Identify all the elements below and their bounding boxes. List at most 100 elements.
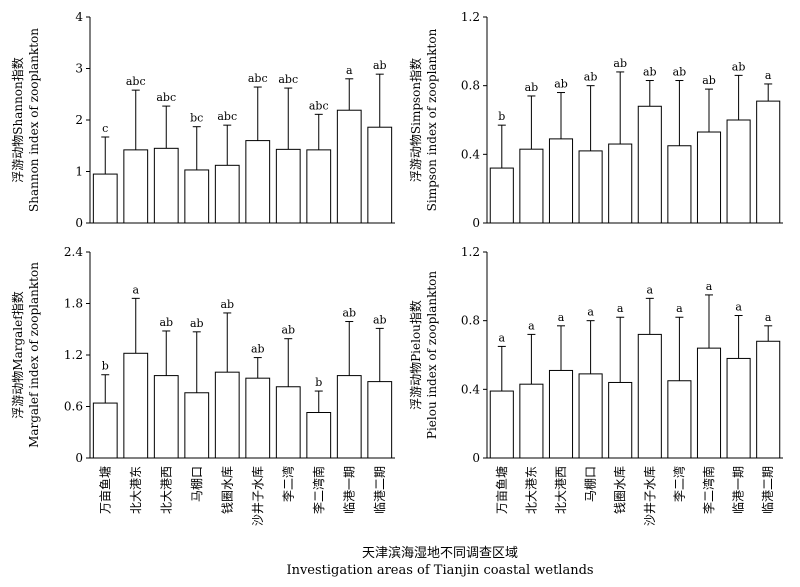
bar [275, 148, 301, 224]
y-tick-label: 0.4 [461, 147, 480, 161]
y-axis-title-cn: 浮游动物Margalef指数 [10, 291, 25, 418]
category-label: 万亩鱼塘 [494, 466, 509, 514]
category-label: 李二湾 [671, 466, 686, 502]
bar [696, 347, 722, 459]
category-label: 临港一期 [342, 466, 356, 514]
significance-label: ab [554, 78, 568, 91]
significance-label: a [706, 280, 713, 293]
category-label: 沙井子水库 [642, 466, 657, 526]
y-axis-title-en: Shannon index of zooplankton [27, 28, 41, 212]
category-label: 万亩鱼塘 [97, 466, 112, 514]
category-label: 沙井子水库 [250, 466, 265, 526]
significance-label: ab [373, 313, 387, 326]
significance-label: ab [702, 74, 716, 87]
significance-label: a [558, 311, 565, 324]
significance-label: b [315, 376, 322, 389]
bar [667, 145, 692, 224]
category-label: 李二湾南 [311, 466, 326, 514]
y-tick-label: 1.8 [64, 297, 83, 311]
y-tick-label: 0 [472, 216, 480, 230]
chart-panel-4: 0 0.4 0.8 1.2 a 万亩鱼塘 a 北大港东 a 北大港西 a 马棚口 a 钱圈水库 a 沙井子水库… [408, 245, 783, 526]
bar [92, 173, 118, 224]
bar [306, 149, 332, 224]
significance-label: a [499, 331, 506, 344]
bar [548, 138, 574, 224]
bar [489, 167, 514, 224]
significance-label: b [498, 110, 505, 123]
chart-panel-3: 0 0.6 1.2 1.8 2.4 b 万亩鱼塘 a 北大港东 ab 北大港西 ab 马棚口 ab 钱圈水库… [10, 245, 395, 526]
bar [245, 377, 271, 459]
significance-label: a [617, 302, 624, 315]
y-axis-title-cn: 浮游动物Simpson指数 [408, 58, 423, 182]
bar [306, 412, 332, 459]
significance-label: a [132, 283, 139, 296]
y-tick-label: 1.2 [64, 348, 83, 362]
significance-label: ab [673, 66, 687, 79]
bar [367, 126, 393, 224]
y-axis-title-cn: 浮游动物Shannon指数 [10, 57, 25, 183]
significance-label: bc [190, 112, 203, 125]
x-axis-title-en: Investigation areas of Tianjin coastal w… [286, 563, 593, 578]
bar [726, 357, 751, 459]
significance-label: ab [281, 324, 295, 337]
significance-label: ab [732, 60, 746, 73]
significance-label: a [647, 283, 654, 296]
significance-label: ab [190, 317, 204, 330]
significance-label: a [587, 306, 594, 319]
bar [667, 380, 692, 459]
significance-label: ab [251, 343, 265, 356]
category-label: 马棚口 [583, 466, 598, 502]
significance-label: abc [248, 72, 268, 85]
significance-label: a [735, 301, 742, 314]
category-label: 北大港西 [554, 466, 568, 514]
bar [214, 164, 240, 224]
bar [756, 340, 781, 459]
y-axis-title-en: Simpson index of zooplankton [425, 28, 439, 211]
bar [578, 150, 603, 224]
bar [489, 390, 514, 459]
significance-label: b [102, 360, 109, 373]
y-axis-title-cn: 浮游动物Pielou指数 [408, 300, 423, 410]
bar [637, 333, 662, 459]
bar [275, 386, 301, 459]
significance-label: ab [643, 66, 657, 79]
bar [608, 381, 633, 459]
significance-label: abc [126, 75, 146, 88]
y-tick-label: 0 [75, 216, 83, 230]
y-tick-label: 1.2 [461, 10, 480, 24]
bar [123, 149, 149, 224]
significance-label: ab [220, 298, 234, 311]
category-label: 北大港西 [159, 466, 173, 514]
bar [92, 402, 118, 459]
category-label: 北大港东 [524, 466, 538, 514]
bar [519, 148, 544, 224]
y-tick-label: 1 [75, 165, 83, 179]
significance-label: ab [373, 59, 387, 72]
category-label: 北大港东 [129, 466, 143, 514]
significance-label: a [528, 319, 535, 332]
y-tick-label: 4 [75, 10, 83, 24]
bar [637, 105, 662, 224]
chart-panel-2: 0 0.4 0.8 1.2 b ab ab ab ab ab ab ab ab a 浮游动物Simpson指… [408, 10, 783, 230]
y-tick-label: 0 [75, 451, 83, 465]
significance-label: abc [217, 110, 237, 123]
category-label: 钱圈水库 [219, 466, 234, 514]
category-label: 临港二期 [761, 466, 775, 514]
significance-label: a [765, 69, 772, 82]
significance-label: ab [613, 57, 627, 70]
bar [548, 369, 574, 459]
x-axis-title-cn: 天津滨海湿地不同调查区域 [362, 545, 518, 561]
y-tick-label: 0 [472, 451, 480, 465]
y-axis-title-en: Pielou index of zooplankton [425, 271, 439, 440]
bar [184, 392, 210, 459]
bar [153, 147, 179, 224]
category-label: 临港二期 [373, 466, 387, 514]
significance-label: a [765, 311, 772, 324]
y-tick-label: 2.4 [64, 245, 83, 259]
significance-label: c [102, 122, 108, 135]
bar [245, 140, 271, 224]
y-tick-label: 3 [75, 62, 83, 76]
significance-label: ab [584, 71, 598, 84]
significance-label: abc [156, 91, 176, 104]
